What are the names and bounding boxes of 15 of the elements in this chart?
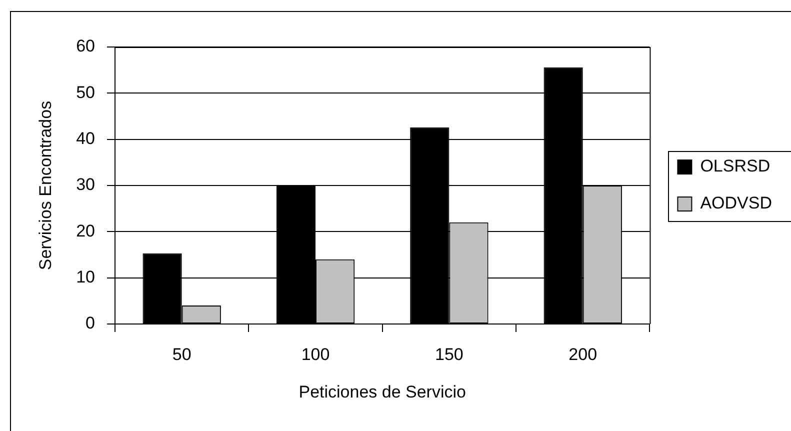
y-tick-label: 30 (76, 175, 95, 194)
x-axis-title: Peticiones de Servicio (298, 382, 466, 402)
x-tick-label: 200 (568, 344, 598, 364)
legend-label: AODVSD (700, 194, 772, 213)
x-tick-label: 150 (435, 344, 464, 364)
x-tick-label: 100 (301, 344, 330, 364)
y-tick-label: 0 (86, 314, 95, 333)
y-tick-label: 10 (76, 268, 95, 287)
y-tick-label: 50 (76, 82, 95, 102)
y-tick-label: 60 (76, 36, 95, 56)
legend-label: OLSRSD (700, 156, 770, 176)
x-tick-label: 50 (172, 344, 192, 364)
y-tick-label: 20 (76, 221, 95, 240)
y-tick-label: 40 (76, 129, 95, 148)
y-axis-title: Servicios Encontrados (36, 100, 55, 270)
